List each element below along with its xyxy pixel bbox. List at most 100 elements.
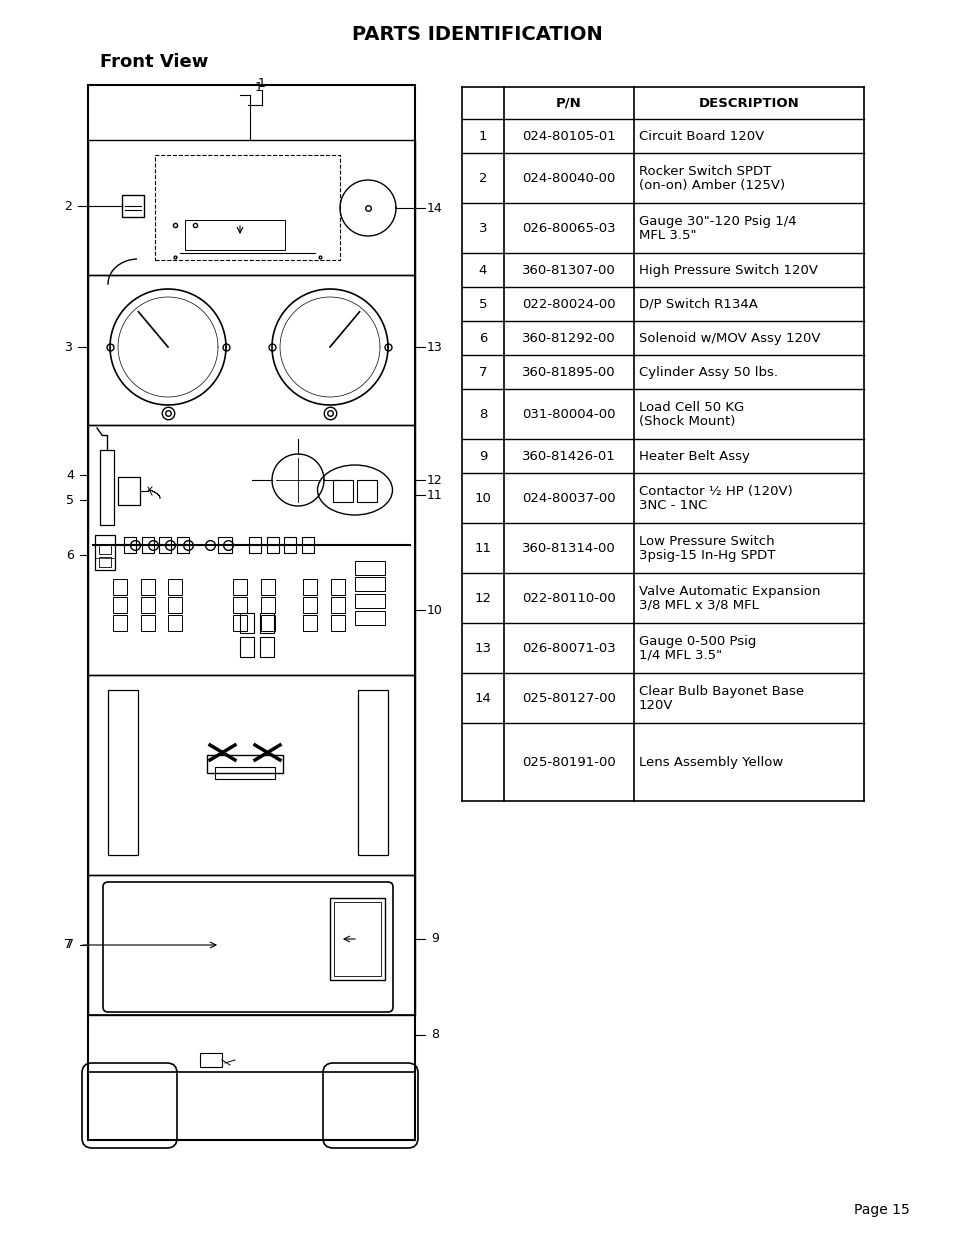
Text: 13: 13 (427, 341, 442, 353)
Text: 4: 4 (478, 263, 487, 277)
Bar (118, 477, 140, 505)
Text: 024-80037-00: 024-80037-00 (521, 492, 616, 505)
Text: 2: 2 (478, 172, 487, 184)
Bar (331, 615, 345, 631)
Text: Front View: Front View (100, 53, 208, 70)
Bar (214, 767, 274, 779)
Text: 8: 8 (478, 408, 487, 420)
Text: 14: 14 (427, 201, 442, 215)
Text: 12: 12 (427, 473, 442, 487)
Bar (159, 537, 171, 553)
Bar (168, 615, 182, 631)
Bar (112, 615, 127, 631)
Text: 5: 5 (66, 494, 74, 506)
Text: (on-on) Amber (125V): (on-on) Amber (125V) (639, 179, 784, 191)
Text: Gauge 30"-120 Psig 1/4: Gauge 30"-120 Psig 1/4 (639, 215, 796, 227)
Bar (249, 537, 261, 553)
Text: 10: 10 (474, 492, 491, 505)
Text: 3psig-15 In-Hg SPDT: 3psig-15 In-Hg SPDT (639, 548, 775, 562)
Bar (333, 480, 353, 501)
Text: 5: 5 (478, 298, 487, 310)
Text: 1: 1 (478, 130, 487, 142)
Bar (112, 579, 127, 595)
Text: 2: 2 (64, 200, 71, 212)
Text: 9: 9 (431, 932, 438, 946)
Text: PARTS IDENTIFICATION: PARTS IDENTIFICATION (352, 25, 601, 44)
Text: 6: 6 (66, 548, 74, 562)
Bar (88, 425, 415, 676)
Text: Cylinder Assy 50 lbs.: Cylinder Assy 50 lbs. (639, 366, 778, 378)
Text: 360-81292-00: 360-81292-00 (521, 331, 616, 345)
Text: 022-80110-00: 022-80110-00 (521, 592, 616, 604)
Text: 6: 6 (478, 331, 487, 345)
Text: 024-80040-00: 024-80040-00 (521, 172, 615, 184)
Bar (356, 480, 376, 501)
Text: 4: 4 (66, 468, 74, 482)
Text: DESCRIPTION: DESCRIPTION (698, 96, 799, 110)
Text: 12: 12 (474, 592, 491, 604)
Bar (185, 220, 285, 249)
Text: 3/8 MFL x 3/8 MFL: 3/8 MFL x 3/8 MFL (639, 599, 758, 611)
Text: 031-80004-00: 031-80004-00 (521, 408, 615, 420)
Bar (142, 537, 153, 553)
Text: 7: 7 (66, 939, 74, 951)
Bar (200, 1053, 222, 1067)
Bar (240, 613, 253, 634)
Text: Load Cell 50 KG: Load Cell 50 KG (639, 400, 743, 414)
Text: 025-80127-00: 025-80127-00 (521, 692, 616, 704)
Bar (154, 156, 339, 261)
Bar (330, 898, 385, 981)
Bar (168, 597, 182, 613)
Bar (355, 611, 385, 625)
Bar (331, 597, 345, 613)
Bar (355, 577, 385, 592)
Text: 026-80071-03: 026-80071-03 (521, 641, 616, 655)
Bar (218, 537, 232, 553)
Text: 13: 13 (474, 641, 491, 655)
Text: Valve Automatic Expansion: Valve Automatic Expansion (639, 584, 820, 598)
Text: Solenoid w/MOV Assy 120V: Solenoid w/MOV Assy 120V (639, 331, 820, 345)
Bar (141, 597, 154, 613)
Text: Heater Belt Assy: Heater Belt Assy (639, 450, 749, 462)
Bar (141, 579, 154, 595)
Bar (261, 579, 274, 595)
Bar (260, 637, 274, 657)
Text: P/N: P/N (556, 96, 581, 110)
Bar (108, 690, 138, 855)
Text: 026-80065-03: 026-80065-03 (521, 221, 616, 235)
Bar (334, 902, 380, 976)
Text: 360-81307-00: 360-81307-00 (521, 263, 616, 277)
Text: High Pressure Switch 120V: High Pressure Switch 120V (639, 263, 817, 277)
Bar (168, 579, 182, 595)
Bar (302, 537, 314, 553)
Text: 1: 1 (254, 80, 263, 94)
Text: 3NC - 1NC: 3NC - 1NC (639, 499, 706, 511)
Bar (355, 594, 385, 608)
Text: 360-81895-00: 360-81895-00 (521, 366, 616, 378)
Bar (88, 140, 415, 275)
Text: (Shock Mount): (Shock Mount) (639, 415, 735, 427)
Bar (260, 613, 274, 634)
Text: 120V: 120V (639, 699, 673, 711)
Text: 10: 10 (427, 604, 442, 616)
Bar (303, 597, 316, 613)
Text: 360-81426-01: 360-81426-01 (521, 450, 616, 462)
Text: Page 15: Page 15 (853, 1203, 909, 1216)
Text: 360-81314-00: 360-81314-00 (521, 541, 616, 555)
Bar (99, 557, 111, 567)
Text: 3: 3 (478, 221, 487, 235)
Bar (233, 597, 247, 613)
Bar (233, 615, 247, 631)
Text: Circuit Board 120V: Circuit Board 120V (639, 130, 763, 142)
Bar (99, 543, 111, 555)
Bar (357, 690, 388, 855)
Bar (207, 755, 283, 773)
Text: 8: 8 (431, 1029, 438, 1041)
Text: 024-80105-01: 024-80105-01 (521, 130, 616, 142)
Text: Low Pressure Switch: Low Pressure Switch (639, 535, 774, 547)
Bar (88, 275, 415, 425)
Text: Gauge 0-500 Psig: Gauge 0-500 Psig (639, 635, 756, 647)
Bar (303, 579, 316, 595)
Bar (122, 195, 144, 217)
Bar (177, 537, 189, 553)
